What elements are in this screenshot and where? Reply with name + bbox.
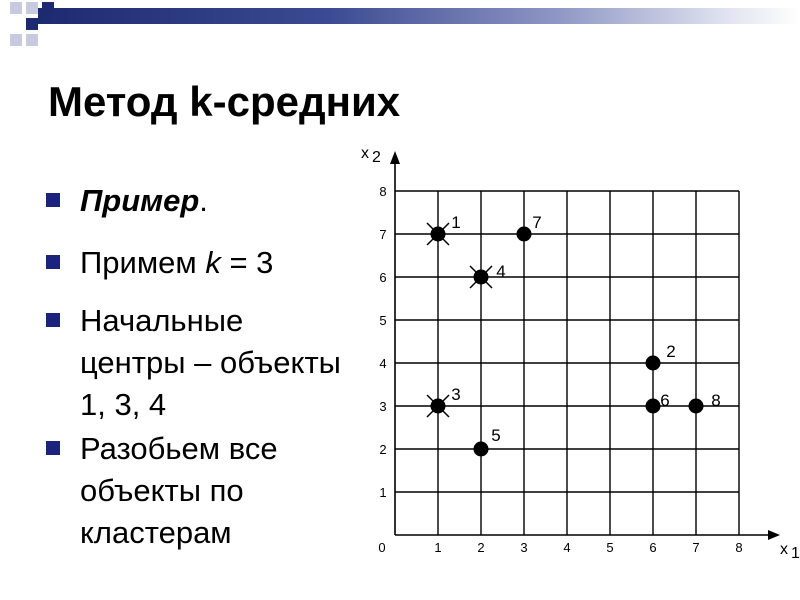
bullet-square-icon	[46, 441, 60, 455]
y-tick-label: 4	[379, 356, 386, 371]
data-point	[516, 226, 532, 242]
bullet-square-icon	[46, 255, 60, 269]
bullet-partition: Разобьем все объекты по кластерам	[46, 428, 346, 554]
bullet-k-suffix: = 3	[220, 245, 274, 280]
y-tick-label: 2	[379, 442, 386, 457]
bullet-square-icon	[46, 313, 60, 327]
bullet-initial-centers: Начальные центры – объекты 1, 3, 4	[46, 300, 346, 426]
decor-square-icon	[10, 34, 22, 46]
data-point	[645, 355, 661, 371]
decor-square-icon	[42, 2, 54, 14]
data-point	[430, 226, 446, 242]
decor-square-icon	[26, 34, 38, 46]
x-tick-label: 0	[378, 540, 385, 555]
y-tick-label: 3	[379, 399, 386, 414]
y-tick-label: 7	[379, 227, 386, 242]
decor-square-icon	[26, 18, 38, 30]
x-tick-label: 6	[649, 540, 656, 555]
x-tick-label: 3	[520, 540, 527, 555]
x-tick-label: 7	[692, 540, 699, 555]
x-axis-label-subscript: 1	[791, 545, 800, 562]
point-label: 4	[496, 262, 505, 281]
x-tick-label: 1	[434, 540, 441, 555]
bullet-initial-centers-text: Начальные центры – объекты 1, 3, 4	[80, 303, 341, 422]
y-axis-label-subscript: 2	[372, 149, 381, 166]
header-decoration	[0, 0, 800, 50]
point-label: 2	[666, 342, 675, 361]
point-label: 7	[532, 213, 541, 232]
point-label: 8	[711, 391, 720, 410]
point-label: 6	[660, 391, 669, 410]
data-point	[430, 398, 446, 414]
y-tick-label: 6	[379, 270, 386, 285]
y-axis-label: x	[361, 145, 369, 162]
bullet-partition-text: Разобьем все объекты по кластерам	[80, 431, 278, 550]
data-point	[645, 398, 661, 414]
x-tick-label: 2	[477, 540, 484, 555]
x-tick-label: 4	[563, 540, 570, 555]
bullet-k-prefix: Примем	[80, 245, 206, 280]
bullet-k-var: k	[205, 245, 221, 280]
decor-square-icon	[26, 2, 38, 14]
slide-title: Метод k-средних	[48, 78, 401, 125]
y-tick-label: 5	[379, 313, 386, 328]
bullet-example-suffix: .	[199, 183, 208, 218]
data-point	[688, 398, 704, 414]
bullet-k-value: Примем k = 3	[46, 242, 273, 284]
y-tick-label: 1	[379, 485, 386, 500]
point-label: 5	[491, 426, 500, 445]
y-tick-label: 8	[379, 184, 386, 199]
x-axis-label: x	[780, 541, 788, 558]
bullet-example-text: Пример	[80, 183, 200, 218]
y-axis-arrow-icon	[390, 151, 400, 164]
x-tick-label: 5	[606, 540, 613, 555]
x-tick-label: 8	[735, 540, 742, 555]
header-gradient-bar	[38, 8, 800, 24]
bullet-square-icon	[46, 193, 60, 207]
decor-square-icon	[10, 2, 22, 14]
data-point	[473, 269, 489, 285]
point-label: 3	[451, 385, 460, 404]
point-label: 1	[451, 213, 460, 232]
data-point	[473, 441, 489, 457]
bullet-example: Пример.	[46, 180, 208, 222]
x-axis-arrow-icon	[768, 530, 780, 540]
